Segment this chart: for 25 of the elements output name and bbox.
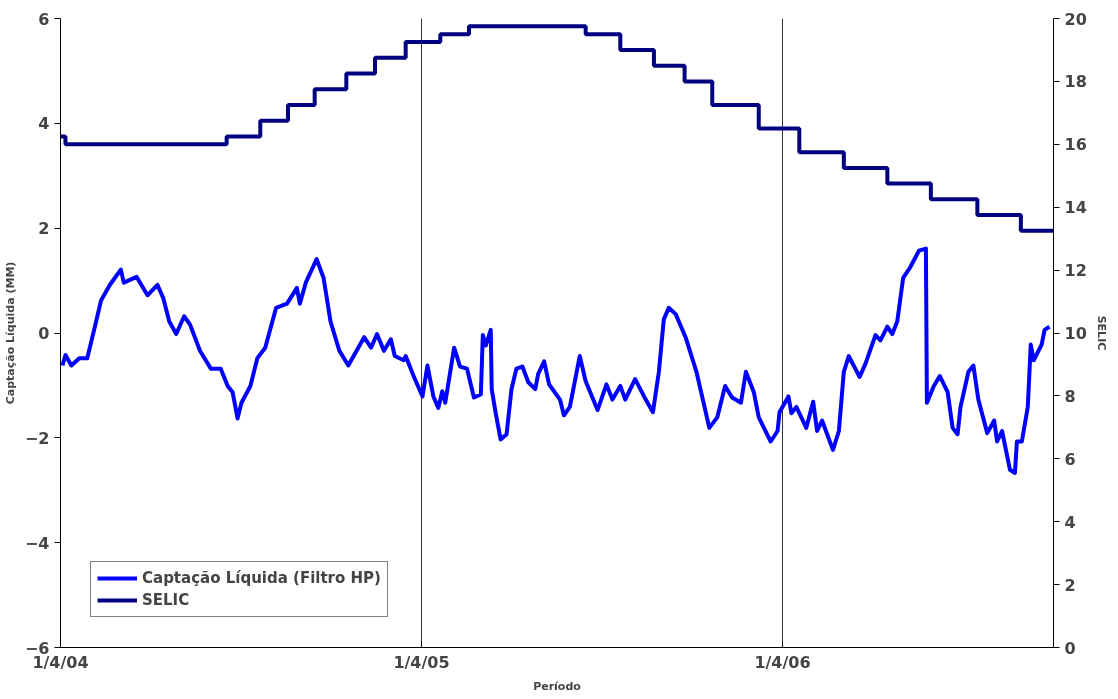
y-axis-title: Captação Líquida (MM) <box>3 261 17 405</box>
y2-tick-label: 10 <box>1064 324 1087 343</box>
legend-label: Captação Líquida (Filtro HP) <box>142 569 381 587</box>
y2-tick-label: 18 <box>1064 72 1087 92</box>
x-tick-label: 1/4/05 <box>393 652 450 672</box>
y-tick-label: −4 <box>24 533 50 553</box>
x-tick-label: 1/4/06 <box>754 652 811 672</box>
legend-label: SELIC <box>142 591 190 609</box>
y2-tick-label: 4 <box>1064 512 1076 532</box>
y-tick-label: 2 <box>38 219 50 239</box>
y-tick-label: 0 <box>38 324 50 343</box>
y-tick-label: 6 <box>38 9 50 29</box>
y2-tick-label: 14 <box>1064 198 1087 218</box>
y2-tick-label: 16 <box>1064 135 1087 155</box>
y2-tick-label: 2 <box>1064 575 1076 595</box>
y2-axis-title: SELIC <box>1094 315 1108 351</box>
y2-tick-label: 12 <box>1064 261 1087 281</box>
y2-tick-label: 6 <box>1064 449 1076 469</box>
line-series <box>60 246 1052 475</box>
y2-tick-label: 20 <box>1064 9 1087 29</box>
y-tick-label: −2 <box>24 428 50 448</box>
y2-tick-label: 8 <box>1064 386 1076 406</box>
x-axis-title: Período <box>533 679 582 693</box>
y2-tick-label: 0 <box>1064 638 1076 658</box>
y-tick-label: 4 <box>38 114 50 134</box>
